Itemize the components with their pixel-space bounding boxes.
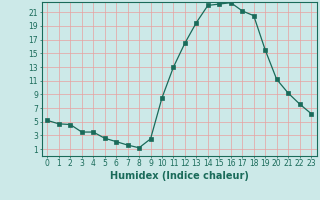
X-axis label: Humidex (Indice chaleur): Humidex (Indice chaleur) <box>110 171 249 181</box>
